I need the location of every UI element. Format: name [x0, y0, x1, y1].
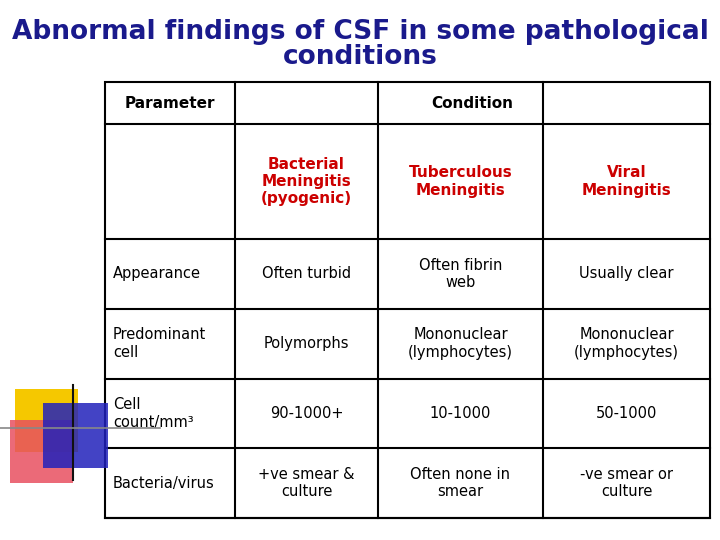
Text: Appearance: Appearance [113, 266, 201, 281]
Text: Condition: Condition [431, 96, 513, 111]
Bar [105, 82, 710, 518]
Text: Polymorphs: Polymorphs [264, 336, 349, 351]
Text: 10-1000: 10-1000 [430, 406, 491, 421]
Text: Tuberculous
Meningitis: Tuberculous Meningitis [409, 165, 513, 198]
Text: +ve smear &
culture: +ve smear & culture [258, 467, 355, 500]
Bar [15, 389, 78, 452]
Text: Mononuclear
(lymphocytes): Mononuclear (lymphocytes) [574, 327, 679, 360]
Text: Abnormal findings of CSF in some pathological: Abnormal findings of CSF in some patholo… [12, 19, 708, 45]
Text: Often fibrin
web: Often fibrin web [419, 258, 502, 290]
Text: Cell
count/mm³: Cell count/mm³ [113, 397, 194, 430]
Bar [43, 403, 108, 468]
Text: Usually clear: Usually clear [580, 266, 674, 281]
Text: Mononuclear
(lymphocytes): Mononuclear (lymphocytes) [408, 327, 513, 360]
Text: 90-1000+: 90-1000+ [270, 406, 343, 421]
Text: conditions: conditions [282, 44, 438, 70]
Text: Viral
Meningitis: Viral Meningitis [582, 165, 671, 198]
Text: 50-1000: 50-1000 [596, 406, 657, 421]
Text: Bacterial
Meningitis
(pyogenic): Bacterial Meningitis (pyogenic) [261, 157, 352, 206]
Bar [10, 420, 73, 483]
Text: Predominant
cell: Predominant cell [113, 327, 206, 360]
Text: Parameter: Parameter [125, 96, 215, 111]
Text: Often turbid: Often turbid [262, 266, 351, 281]
Text: Often none in
smear: Often none in smear [410, 467, 510, 500]
Text: -ve smear or
culture: -ve smear or culture [580, 467, 673, 500]
Text: Bacteria/virus: Bacteria/virus [113, 476, 215, 491]
